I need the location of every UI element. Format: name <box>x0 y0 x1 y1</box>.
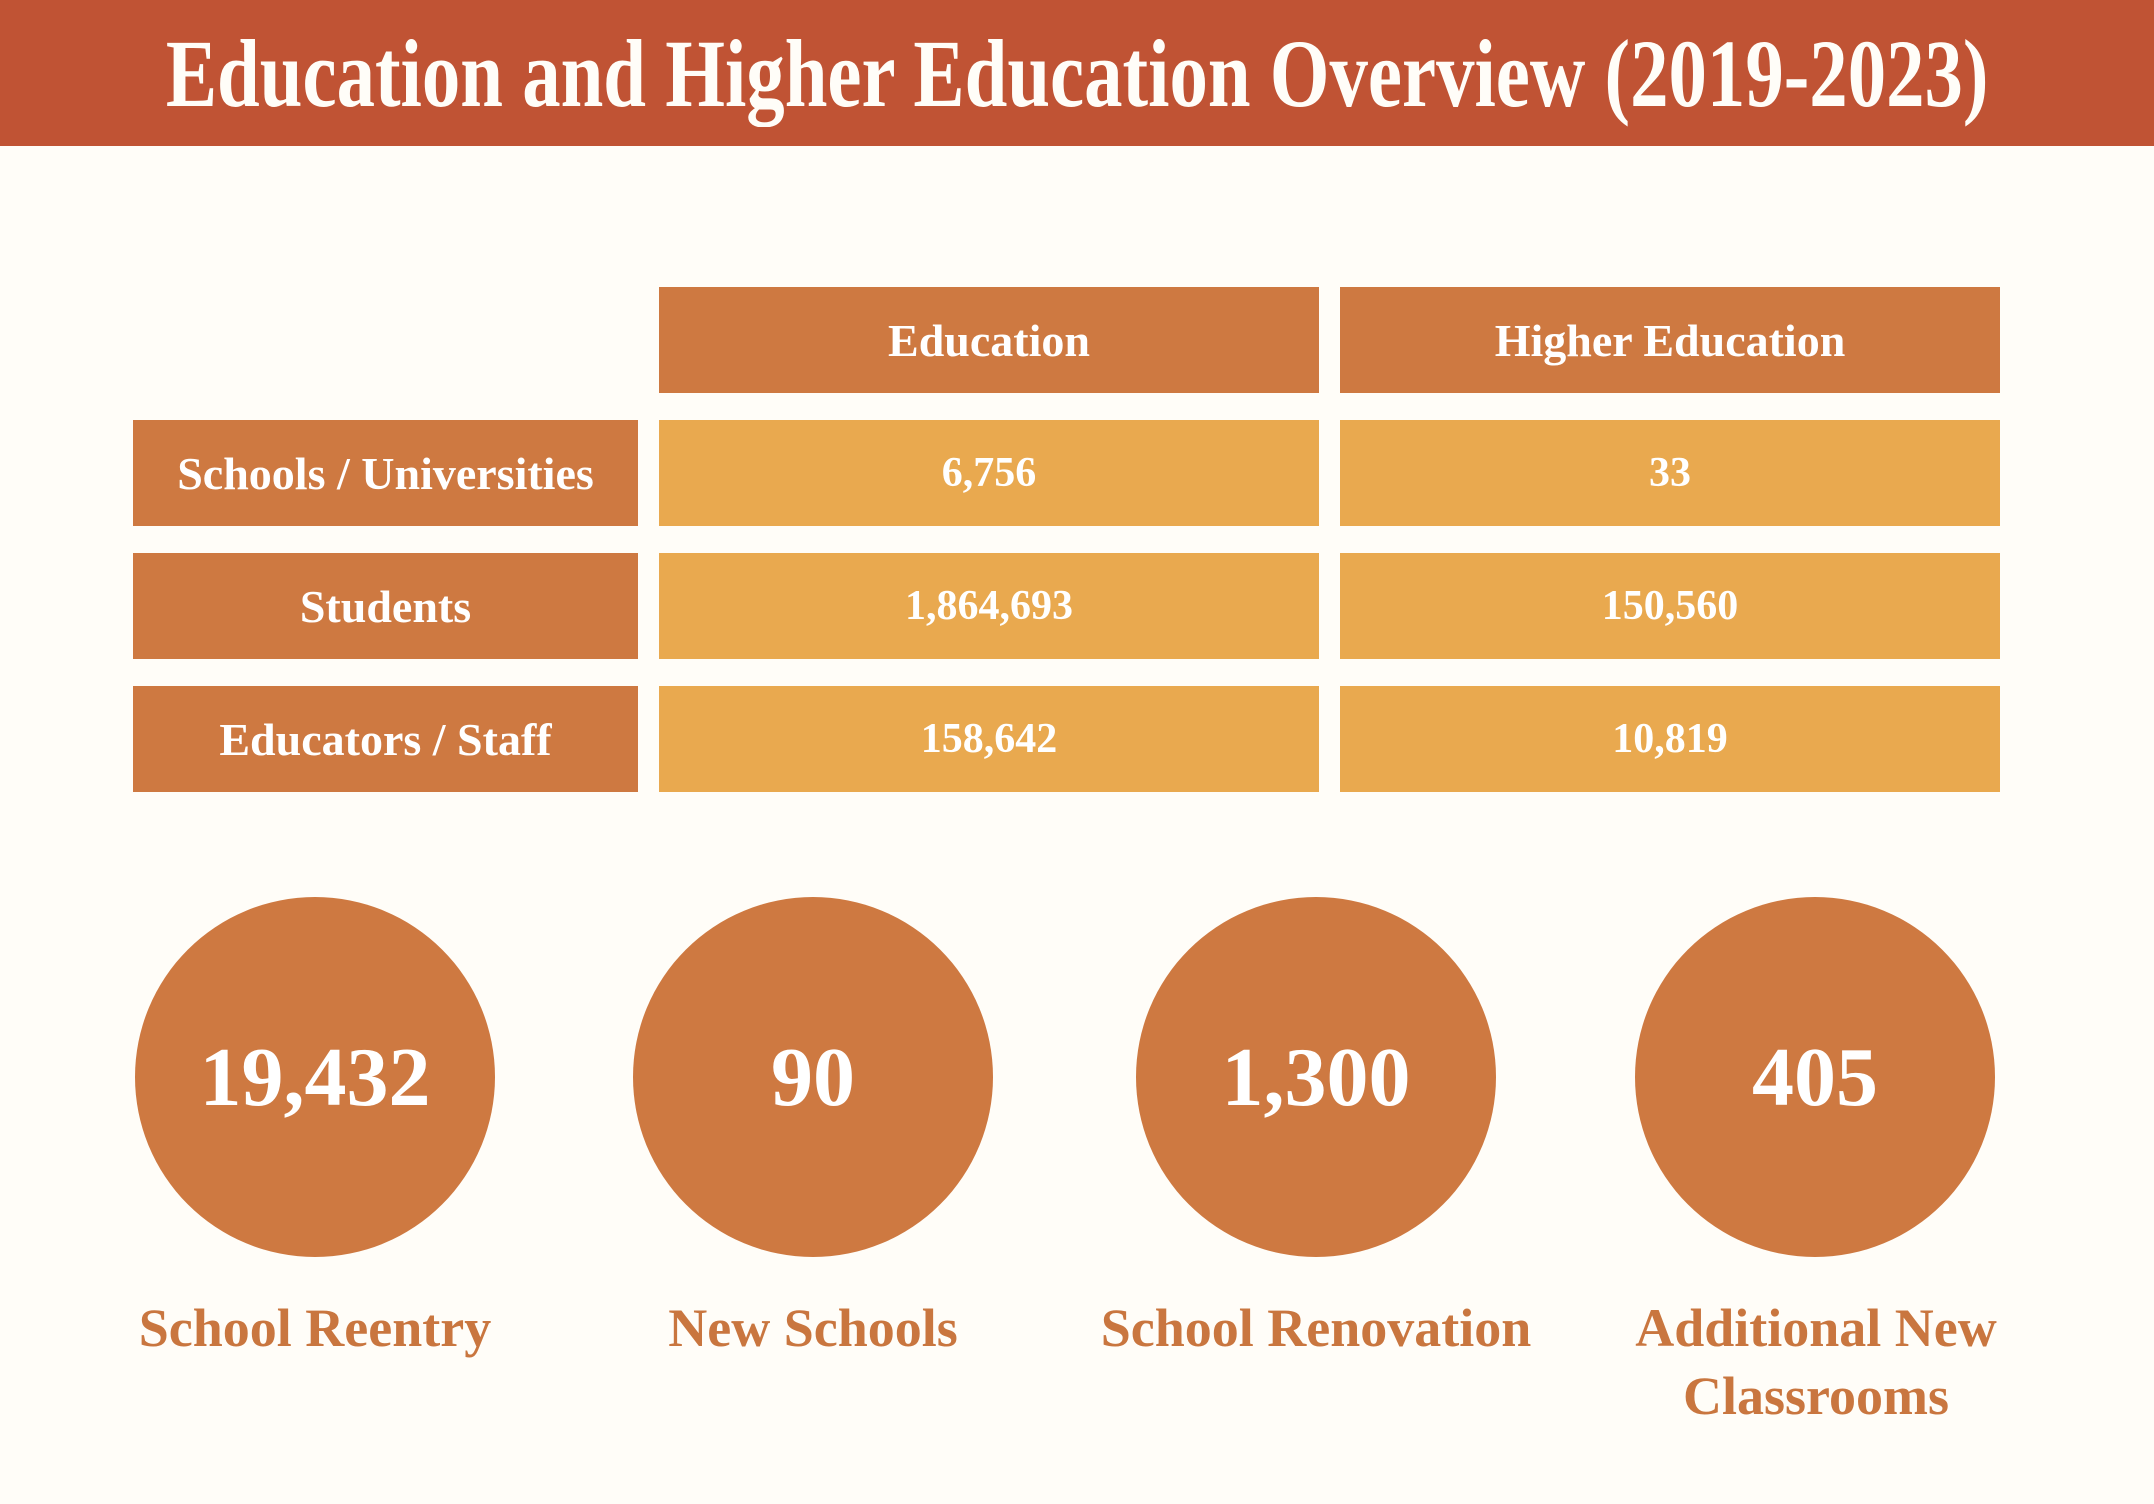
row-label-schools-universities: Schools / Universities <box>133 420 638 526</box>
value-educators-higher-education: 10,819 <box>1340 686 2000 792</box>
summary-table: Education Higher Education Schools / Uni… <box>133 287 2000 792</box>
table-corner-spacer <box>133 287 638 393</box>
stat-label-school-reentry: School Reentry <box>138 1298 492 1358</box>
row-label-students: Students <box>133 553 638 659</box>
title-bar: Education and Higher Education Overview … <box>0 0 2154 146</box>
stat-circle-additional-classrooms: 405 <box>1635 897 1995 1257</box>
column-header-higher-education: Higher Education <box>1340 287 2000 393</box>
value-schools-higher-education: 33 <box>1340 420 2000 526</box>
stat-value-school-renovation: 1,300 <box>1221 1030 1411 1124</box>
row-label-educators-staff: Educators / Staff <box>133 686 638 792</box>
column-header-education: Education <box>659 287 1319 393</box>
value-schools-education: 6,756 <box>659 420 1319 526</box>
stat-label-new-schools: New Schools <box>668 1298 958 1358</box>
stat-circle-school-reentry: 19,432 <box>135 897 495 1257</box>
value-students-higher-education: 150,560 <box>1340 553 2000 659</box>
value-educators-education: 158,642 <box>659 686 1319 792</box>
page-title: Education and Higher Education Overview … <box>165 19 1989 127</box>
stat-circle-new-schools: 90 <box>633 897 993 1257</box>
stat-value-additional-classrooms: 405 <box>1752 1030 1878 1124</box>
value-students-education: 1,864,693 <box>659 553 1319 659</box>
stat-circle-school-renovation: 1,300 <box>1136 897 1496 1257</box>
stat-label-school-renovation: School Renovation <box>1100 1298 1532 1358</box>
stat-value-new-schools: 90 <box>771 1030 855 1124</box>
stat-label-additional-classrooms: Additional New Classrooms <box>1635 1298 1997 1426</box>
stat-value-school-reentry: 19,432 <box>199 1030 431 1124</box>
